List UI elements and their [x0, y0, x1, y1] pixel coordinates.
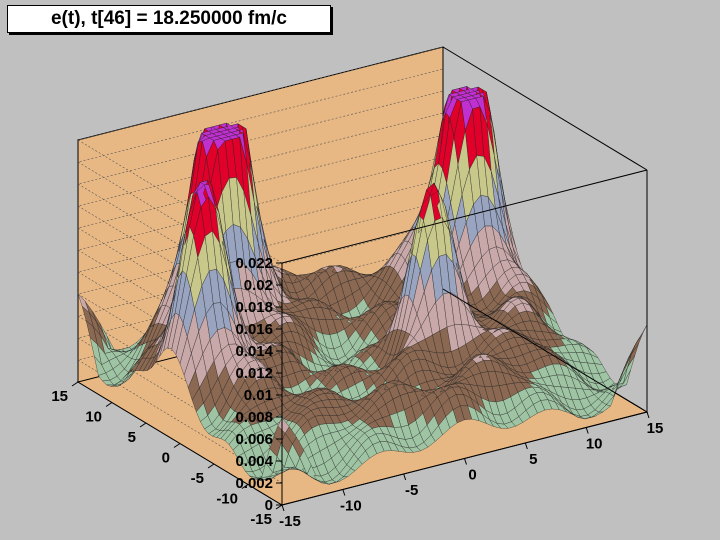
- z-gridline: [77, 112, 444, 330]
- z-tick-label: 0.002: [235, 475, 273, 492]
- box-edge: [281, 169, 648, 264]
- x-tick-label: -15: [279, 513, 301, 530]
- x-tick-mark: [464, 458, 467, 465]
- z-tick-label: 0.012: [235, 365, 273, 382]
- y-tick-label: -10: [216, 491, 238, 508]
- surface-cell: [631, 332, 644, 355]
- z-gridline: [77, 134, 444, 352]
- y-tick-label: -5: [191, 470, 204, 487]
- z-tick-label: 0.022: [235, 255, 273, 272]
- y-tick-label: 15: [51, 388, 68, 405]
- z-gridline: [77, 156, 444, 374]
- y-tick-label: 5: [128, 429, 136, 446]
- x-tick-mark: [524, 442, 528, 450]
- chart-title: e(t), t[46] = 18.250000 fm/c: [7, 5, 331, 33]
- z-tick-label: 0.016: [235, 321, 273, 338]
- z-gridline: [77, 200, 444, 418]
- z-tick-label: 0.01: [244, 387, 273, 404]
- x-tick-label: 10: [586, 436, 603, 453]
- y-tick-mark: [173, 443, 181, 448]
- surface-cell: [627, 343, 639, 368]
- z-gridline: [77, 178, 444, 396]
- x-tick-mark: [281, 504, 285, 512]
- x-tick-label: 0: [468, 467, 476, 484]
- x-tick-mark: [342, 489, 346, 496]
- y-tick-mark: [275, 504, 283, 510]
- surface-cell: [635, 324, 648, 345]
- y-tick-mark: [207, 463, 215, 469]
- x-axis-ticks: -15 -10 -5 0 5 10 15: [279, 411, 664, 530]
- z-gridline: [77, 90, 444, 308]
- y-tick-label: -15: [250, 511, 272, 528]
- x-tick-mark: [646, 411, 650, 419]
- z-tick-label: 0.014: [235, 343, 273, 360]
- y-tick-mark: [71, 381, 79, 387]
- z-tick-label: 0.006: [235, 431, 273, 448]
- z-gridline: [77, 68, 444, 286]
- z-gridline: [77, 46, 444, 264]
- z-axis-ticks: 0 0.002 0.004 0.006 0.008 0.01 0.012 0.014 0.016…: [235, 255, 282, 514]
- z-tick-label: 0.02: [244, 277, 273, 294]
- y-tick-mark: [139, 422, 147, 428]
- y-tick-label: 10: [85, 409, 102, 426]
- z-tick-label: 0.008: [235, 409, 273, 426]
- z-tick-label: 0.018: [235, 299, 273, 316]
- y-tick-mark: [105, 402, 113, 407]
- x-tick-label: 15: [647, 420, 664, 437]
- x-tick-label: -10: [340, 498, 362, 515]
- y-tick-label: 0: [162, 450, 170, 467]
- x-tick-mark: [585, 427, 589, 434]
- y-tick-mark: [241, 484, 249, 489]
- z-gridline: [77, 222, 444, 440]
- box-edge: [442, 46, 648, 171]
- surface-mesh: [77, 85, 648, 485]
- z-tick-label: 0: [265, 497, 273, 514]
- box-edge: [442, 288, 648, 413]
- z-tick-label: 0.004: [235, 453, 273, 470]
- y-axis-ticks: -15 -10 -5 0 5 10 15: [51, 381, 283, 528]
- x-tick-mark: [403, 473, 407, 481]
- x-tick-label: -5: [405, 482, 418, 499]
- x-tick-label: 5: [529, 451, 537, 468]
